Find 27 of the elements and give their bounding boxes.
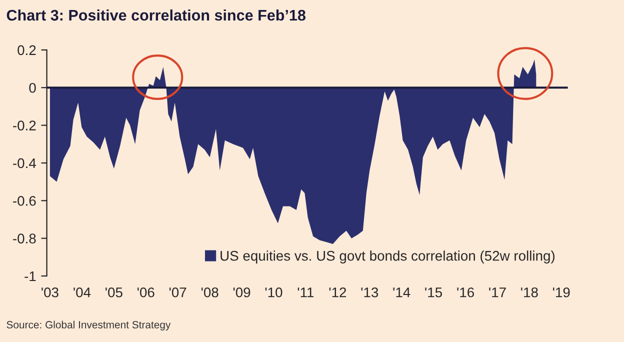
x-tick-label: '05 [106,287,122,298]
y-tick-label: 0 [29,82,36,93]
chart-title: Chart 3: Positive correlation since Feb’18 [6,9,306,21]
x-tick-label: '08 [201,287,218,298]
y-tick-label: -0.6 [13,196,36,206]
y-tick-label: -0.2 [13,120,36,130]
x-tick-label: '03 [42,287,58,298]
x-tick-label: '10 [265,287,282,298]
x-tick-label: '17 [489,288,506,298]
y-tick-label: 0.2 [18,45,36,56]
x-tick-label: '11 [298,288,314,298]
y-tick-label: -0.8 [13,234,36,244]
legend-label: US equities vs. US govt bonds correlation (52w rolling) [220,250,554,264]
x-tick-label: '15 [425,288,442,298]
x-tick-label: '14 [393,288,410,298]
x-tick-label: '12 [329,287,346,298]
y-tick-label: -1 [24,271,36,282]
x-tick-label: '07 [169,287,186,298]
x-tick-label: '09 [233,287,250,298]
x-tick-label: '06 [138,287,154,298]
x-tick-label: '13 [361,287,378,298]
x-tick-label: '04 [74,287,91,298]
x-tick-label: '16 [457,287,474,298]
source-note: Source: Global Investment Strategy [6,320,171,330]
y-tick-label: -0.4 [13,158,36,168]
x-tick-label: '18 [521,287,538,298]
x-tick-label: '19 [553,287,570,298]
